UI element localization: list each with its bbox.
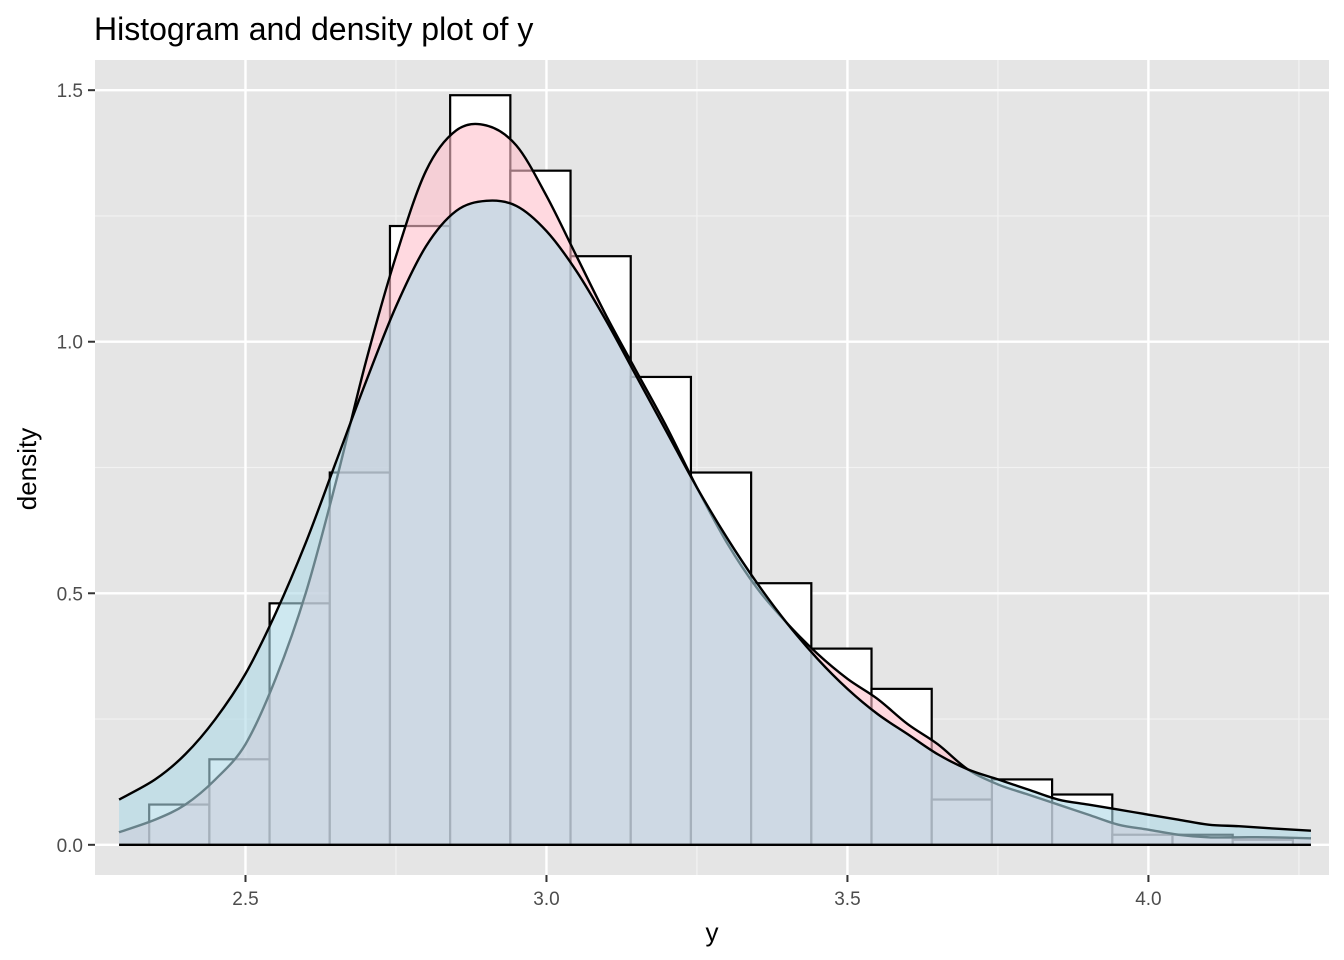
x-tick-label: 4.0 [1135,889,1161,910]
density-line-2 [118,199,1312,832]
x-tick-label: 2.5 [232,889,258,910]
density-area-2 [119,200,1311,845]
x-tick-label: 3.0 [533,889,559,910]
y-axis-title: density [12,428,42,510]
chart-title: Histogram and density plot of y [94,11,533,47]
y-tick-label: 1.5 [57,81,83,102]
x-axis-title: y [706,917,719,947]
y-tick-label: 1.0 [57,333,83,354]
density-curves [118,122,1312,847]
x-tick-label: 3.5 [834,889,860,910]
y-axis: 0.0 0.5 1.0 1.5 [57,81,95,857]
x-axis: 2.5 3.0 3.5 4.0 [232,875,1162,910]
y-tick-label: 0.0 [57,836,83,857]
y-tick-label: 0.5 [57,584,83,605]
